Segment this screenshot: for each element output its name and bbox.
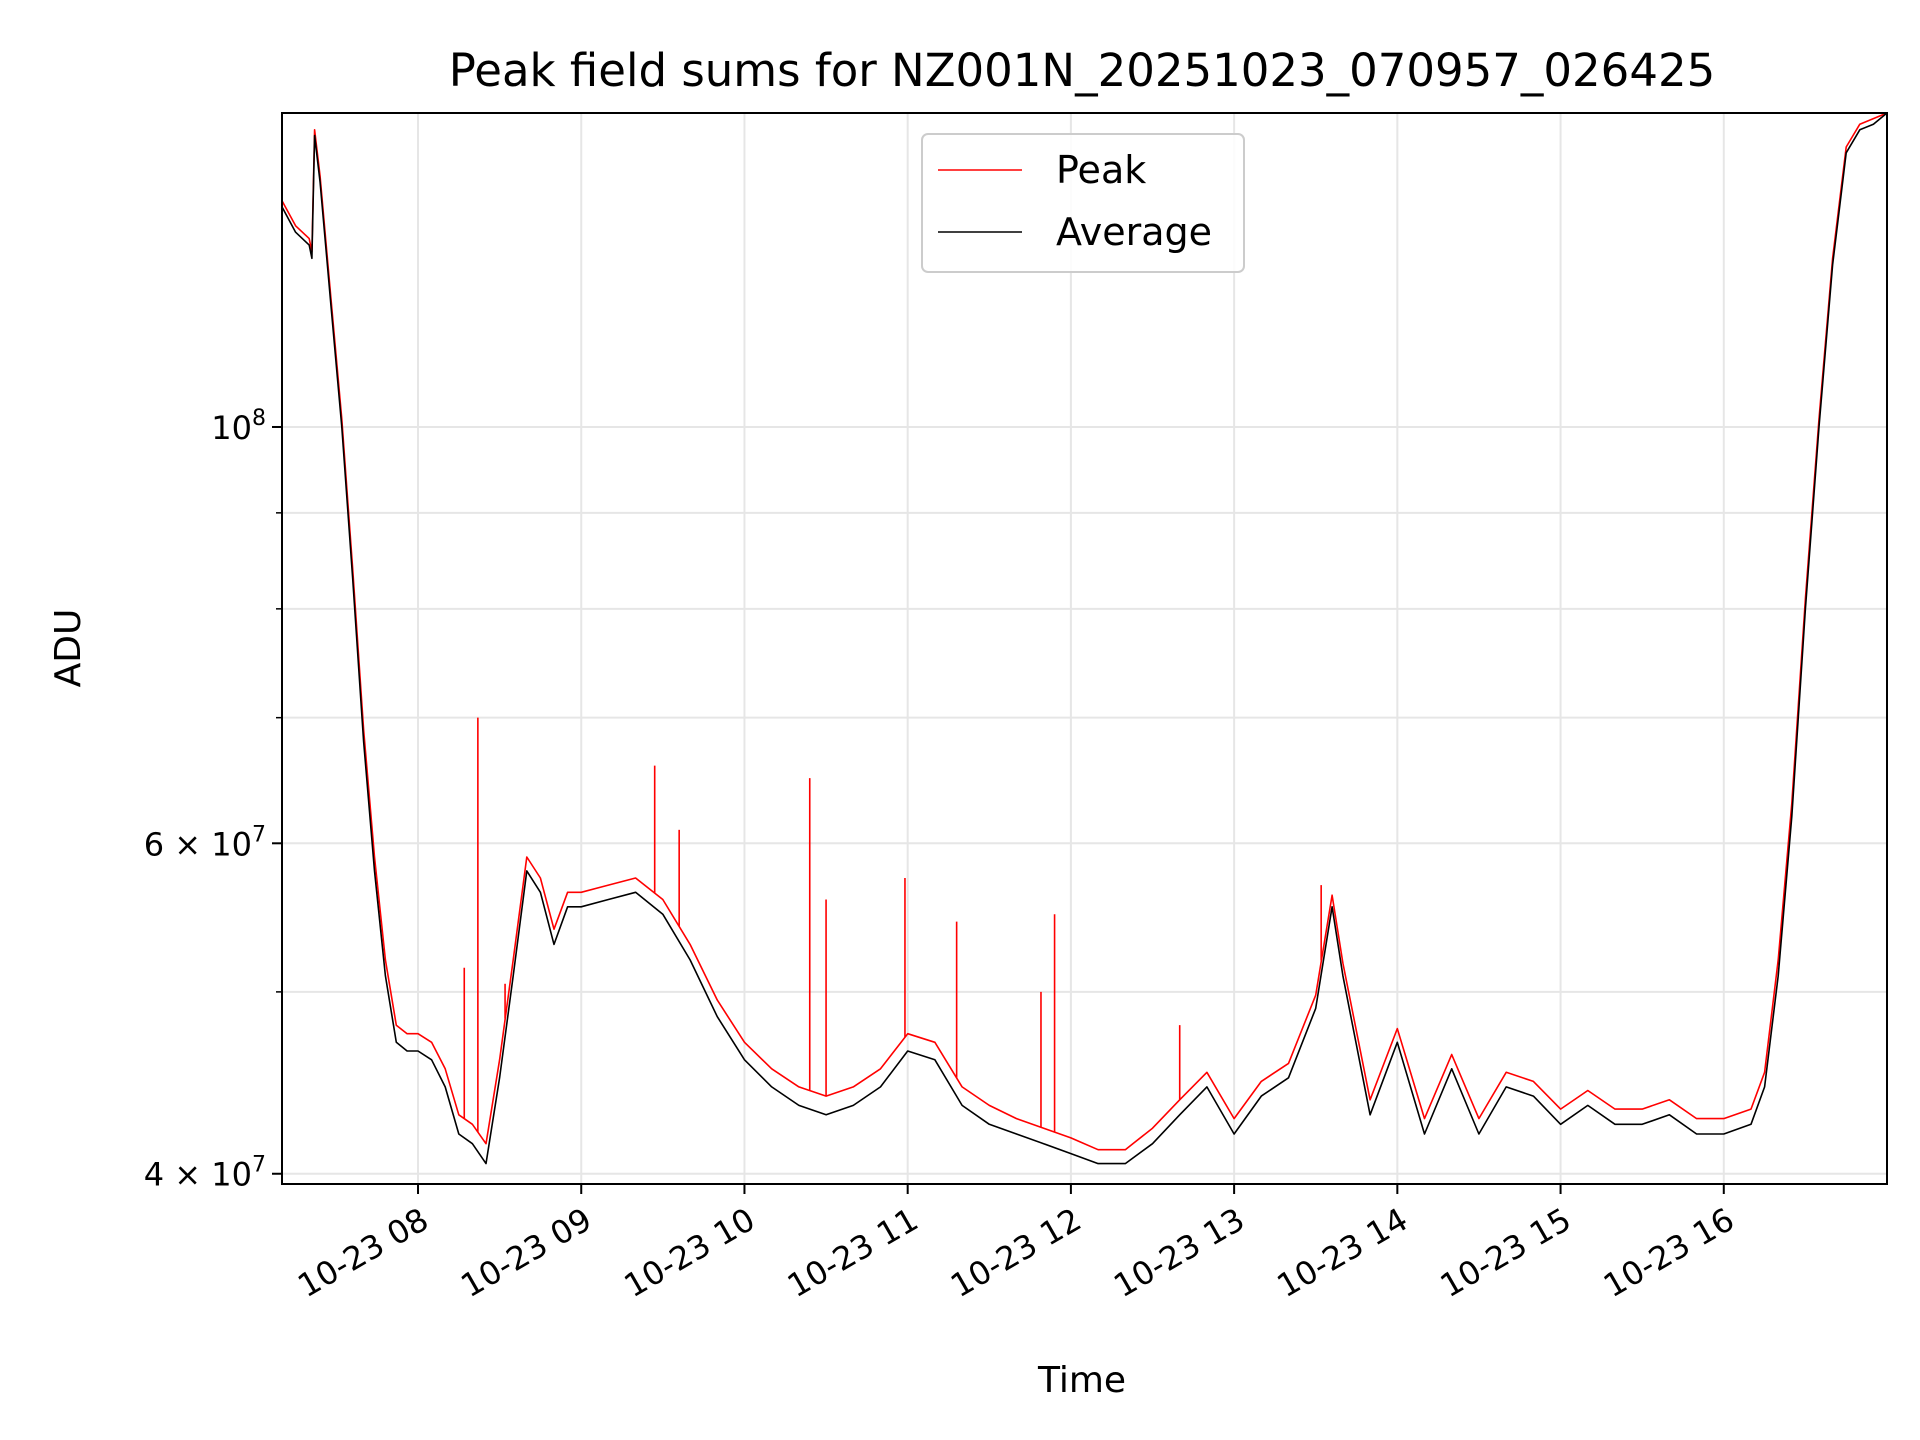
y-tick-label: 108	[211, 406, 266, 447]
grid	[282, 113, 1887, 1184]
x-axis-label: Time	[1037, 1360, 1126, 1401]
y-axis-label: ADU	[48, 609, 89, 688]
y-axis: 4 × 107 6 × 107 108	[144, 406, 282, 1194]
legend-box	[921, 133, 1245, 273]
legend: Peak Average	[921, 133, 1245, 273]
y-tick-label: 4 × 107	[144, 1153, 266, 1194]
chart-title: Peak field sums for NZ001N_20251023_0709…	[449, 44, 1715, 97]
series-line-average	[281, 112, 1888, 1165]
series-line-peak	[281, 112, 1888, 1151]
y-tick-label: 6 × 107	[144, 822, 266, 863]
plot-frame	[281, 112, 1888, 1185]
legend-average-label: Average	[1056, 210, 1212, 254]
legend-peak-label: Peak	[1056, 148, 1146, 192]
series-layer	[281, 112, 1888, 1165]
plot-area	[281, 112, 1888, 1185]
